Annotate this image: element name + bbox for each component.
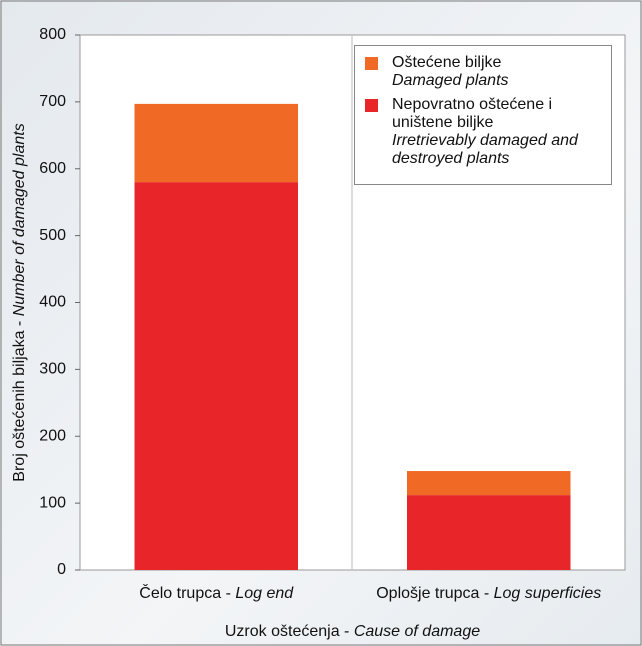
y-tick-label: 300 [39,361,66,378]
legend-label: Nepovratno oštećene i uništene biljke [392,96,553,131]
legend-entry: Oštećene biljke Damaged plants [365,54,601,90]
legend-text: Oštećene biljke Damaged plants [392,54,509,90]
legend-label-en: Damaged plants [392,72,509,89]
legend-swatch [365,57,378,70]
legend-entry: Nepovratno oštećene i uništene biljke Irr… [365,96,601,168]
bar-segment [134,182,298,570]
y-tick-label: 700 [39,93,66,110]
bar-segment [407,495,571,570]
y-tick-label: 800 [39,26,66,43]
legend-label: Oštećene biljke [392,54,502,71]
y-tick-label: 600 [39,160,66,177]
legend: Oštećene biljke Damaged plants Nepovratno … [354,45,612,185]
y-axis-label: Broj oštećenih biljaka - Number of damag… [11,123,28,481]
legend-label-en: Irretrievably damaged and destroyed plan… [392,132,578,167]
legend-swatch [365,99,378,112]
x-tick-label: Oplošje trupca - Log superficies [376,585,601,602]
x-axis-label: Uzrok oštećenja - Cause of damage [225,623,480,640]
y-tick-label: 200 [39,427,66,444]
y-tick-label: 0 [57,561,66,578]
y-tick-label: 400 [39,294,66,311]
y-tick-label: 500 [39,227,66,244]
y-tick-label: 100 [39,494,66,511]
legend-text: Nepovratno oštećene i uništene biljke Irr… [392,96,601,168]
x-tick-label: Čelo trupca - Log end [139,583,294,602]
bar-segment [407,471,571,496]
bar-segment [134,103,298,183]
